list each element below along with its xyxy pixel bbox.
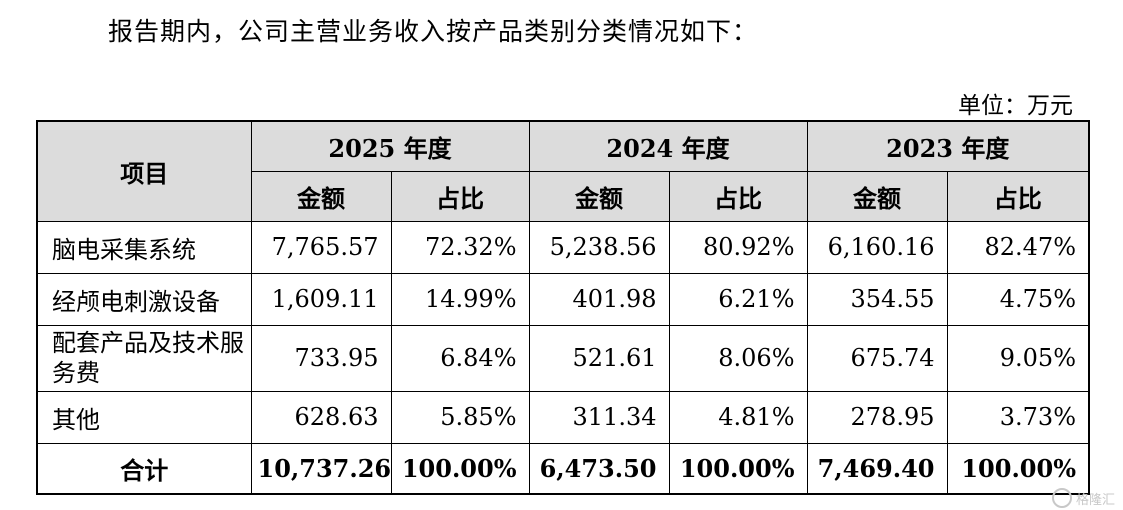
ratio-cell: 5.85% bbox=[390, 390, 530, 444]
amount-cell: 354.55 bbox=[806, 272, 948, 326]
total-amount-cell: 7,469.40 bbox=[806, 442, 948, 495]
amount-cell: 278.95 bbox=[806, 390, 948, 444]
ratio-cell: 4.75% bbox=[946, 272, 1090, 326]
amount-cell: 5,238.56 bbox=[528, 220, 670, 274]
ratio-cell: 3.73% bbox=[946, 390, 1090, 444]
ratio-header: 占比 bbox=[946, 170, 1090, 222]
ratio-cell: 8.06% bbox=[668, 324, 808, 392]
amount-header: 金额 bbox=[528, 170, 670, 222]
header-row-subs: 金额 占比 金额 占比 金额 占比 bbox=[37, 170, 1090, 222]
row-label: 经颅电刺激设备 bbox=[36, 272, 252, 326]
ratio-cell: 6.21% bbox=[668, 272, 808, 326]
ratio-cell: 82.47% bbox=[946, 220, 1090, 274]
row-label: 配套产品及技术服务费 bbox=[36, 324, 252, 392]
amount-cell: 401.98 bbox=[528, 272, 670, 326]
total-amount-cell: 6,473.50 bbox=[528, 442, 670, 495]
ratio-header: 占比 bbox=[390, 170, 530, 222]
amount-cell: 675.74 bbox=[806, 324, 948, 392]
total-row: 合计 10,737.26 100.00% 6,473.50 100.00% 7,… bbox=[36, 442, 1090, 495]
amount-cell: 311.34 bbox=[528, 390, 670, 444]
row-label: 其他 bbox=[36, 390, 252, 444]
total-ratio-cell: 100.00% bbox=[668, 442, 808, 495]
ratio-cell: 9.05% bbox=[946, 324, 1090, 392]
amount-cell: 7,765.57 bbox=[250, 220, 392, 274]
revenue-table: 项目 2025 年度 2024 年度 2023 年度 金额 占比 金额 占比 金… bbox=[36, 120, 1090, 495]
amount-cell: 628.63 bbox=[250, 390, 392, 444]
amount-cell: 521.61 bbox=[528, 324, 670, 392]
amount-cell: 733.95 bbox=[250, 324, 392, 392]
table-row: 配套产品及技术服务费 733.95 6.84% 521.61 8.06% 675… bbox=[36, 324, 1090, 392]
year-header: 2024 年度 bbox=[528, 120, 808, 172]
table-row: 经颅电刺激设备 1,609.11 14.99% 401.98 6.21% 354… bbox=[36, 272, 1090, 326]
watermark: 格隆汇 bbox=[1051, 488, 1115, 508]
ratio-cell: 4.81% bbox=[668, 390, 808, 444]
ratio-header: 占比 bbox=[668, 170, 808, 222]
ratio-cell: 14.99% bbox=[390, 272, 530, 326]
row-label: 脑电采集系统 bbox=[36, 220, 252, 274]
item-header: 项目 bbox=[36, 120, 252, 222]
ratio-cell: 6.84% bbox=[390, 324, 530, 392]
amount-header: 金额 bbox=[806, 170, 948, 222]
intro-text: 报告期内，公司主营业务收入按产品类别分类情况如下： bbox=[108, 17, 759, 46]
total-ratio-cell: 100.00% bbox=[390, 442, 530, 495]
year-header: 2025 年度 bbox=[250, 120, 530, 172]
header-row-years: 项目 2025 年度 2024 年度 2023 年度 bbox=[36, 120, 1090, 222]
amount-cell: 6,160.16 bbox=[806, 220, 948, 274]
table-row: 脑电采集系统 7,765.57 72.32% 5,238.56 80.92% 6… bbox=[36, 220, 1090, 274]
unit-label: 单位：万元 bbox=[958, 93, 1073, 119]
ratio-cell: 80.92% bbox=[668, 220, 808, 274]
gelonghui-logo-icon bbox=[1051, 488, 1072, 508]
ratio-cell: 72.32% bbox=[390, 220, 530, 274]
total-amount-cell: 10,737.26 bbox=[250, 442, 392, 495]
table-row: 其他 628.63 5.85% 311.34 4.81% 278.95 3.73… bbox=[36, 390, 1090, 444]
amount-cell: 1,609.11 bbox=[250, 272, 392, 326]
total-label: 合计 bbox=[36, 442, 252, 495]
year-header: 2023 年度 bbox=[806, 120, 1090, 172]
watermark-text: 格隆汇 bbox=[1075, 492, 1115, 508]
amount-header: 金额 bbox=[250, 170, 392, 222]
total-ratio-cell: 100.00% bbox=[946, 442, 1090, 495]
